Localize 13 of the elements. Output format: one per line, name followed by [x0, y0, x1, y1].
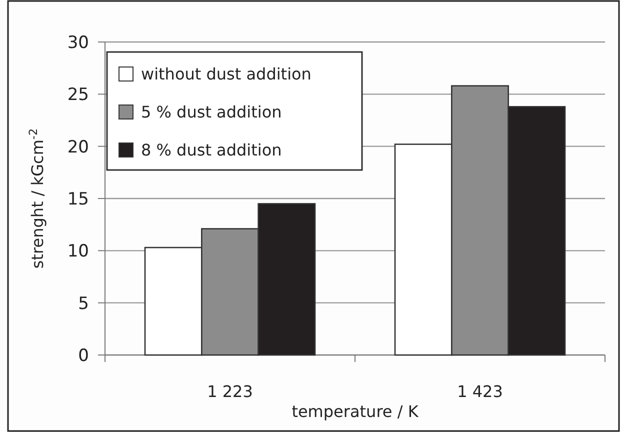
legend-label: without dust addition — [141, 64, 312, 84]
y-tick-label: 25 — [67, 85, 89, 106]
y-tick-label: 10 — [67, 242, 89, 262]
y-tick-label: 30 — [67, 32, 89, 53]
y-tick-label: 15 — [67, 189, 89, 210]
x-axis-title: temperature / K — [292, 402, 419, 421]
y-tick-label: 0 — [78, 346, 89, 366]
x-tick-label: 1 423 — [457, 382, 503, 401]
y-tick-label: 5 — [78, 294, 89, 314]
y-tick-label: 20 — [67, 137, 89, 158]
x-tick-label: 1 223 — [207, 382, 253, 401]
legend-label: 8 % dust addition — [141, 140, 282, 160]
legend-label: 5 % dust addition — [141, 102, 282, 122]
